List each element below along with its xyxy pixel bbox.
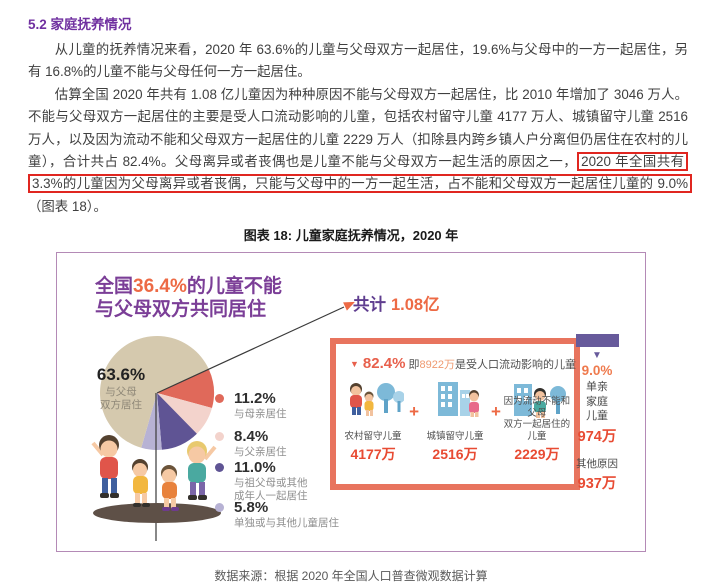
legend-dot-mother-icon xyxy=(215,394,224,404)
legend-pct: 8.4% xyxy=(234,428,269,446)
plus-icon: + xyxy=(491,402,501,422)
impact-groups-row: 农村留守儿童 4177万 + xyxy=(336,380,574,464)
legend-label: 与父亲居住 xyxy=(234,446,287,459)
single-parent-label: 单亲 家庭 儿童 xyxy=(586,381,608,423)
group-value: 2229万 xyxy=(514,446,560,463)
legend-pct: 5.8% xyxy=(234,499,269,517)
legend-item-mother: 11.2% 与母亲居住 xyxy=(215,390,287,421)
chart-headline: 全国36.4%的儿童不能 与父母双方共同居住 xyxy=(95,275,282,321)
total-unit: 亿 xyxy=(423,296,440,315)
pie-slice-label-both-parents: 63.6% 与父母 双方居住 xyxy=(85,365,157,412)
other-reason-value: 937万 xyxy=(577,475,617,492)
children-illustration xyxy=(91,435,221,524)
legend-dot-father-icon xyxy=(215,432,224,442)
impact-count: 8922万 xyxy=(419,359,455,372)
document-page: 5.2 家庭抚养情况 从儿童的抚养情况来看，2020 年 63.6%的儿童与父母… xyxy=(0,13,702,586)
group-migrant-children: 因为流动不能和父母 双方一起居住的儿童 2229万 xyxy=(501,380,573,464)
paragraph-2-text: 估算全国 2020 年共有 1.08 亿儿童因为种种原因不能与父母双方一起居住，… xyxy=(28,86,688,170)
group-label: 农村留守儿童 xyxy=(344,430,402,442)
paragraph-1: 从儿童的抚养情况来看，2020 年 63.6%的儿童与父母双方一起居住，19.6… xyxy=(28,39,688,84)
headline-percentage: 36.4% xyxy=(133,276,187,298)
total-value: 1.08 xyxy=(391,296,424,315)
group-value: 4177万 xyxy=(350,446,396,463)
group-label: 城镇留守儿童 xyxy=(426,430,484,442)
legend-pct: 11.0% xyxy=(234,459,276,477)
single-parent-column: ▼ 9.0% 单亲 家庭 儿童 974万 其他原因 937万 xyxy=(565,350,629,493)
down-triangle-purple-icon: ▼ xyxy=(592,350,602,362)
single-parent-percentage: 9.0% xyxy=(581,363,613,379)
pie-label-text: 与父母 双方居住 xyxy=(100,386,142,412)
impact-percentage: 82.4% xyxy=(362,355,406,373)
figure-18-infographic: 全国36.4%的儿童不能 与父母双方共同居住 共计 1.08亿 63.6% 与父母… xyxy=(56,252,646,553)
migrant-children-icon xyxy=(513,384,566,419)
other-reason-label: 其他原因 xyxy=(576,457,618,470)
legend-label: 与母亲居住 xyxy=(234,408,287,421)
legend-item-grandparents: 11.0% 与祖父母或其他 成年人一起居住 xyxy=(215,459,308,503)
group-label: 因为流动不能和父母 双方一起居住的儿童 xyxy=(503,396,571,442)
total-annotation: 共计 1.08亿 xyxy=(353,291,440,315)
headline-prefix: 全国 xyxy=(95,276,134,298)
section-heading: 5.2 家庭抚养情况 xyxy=(28,17,132,32)
pie-label-percentage: 63.6% xyxy=(96,365,146,385)
impact-tail-text: 是受人口流动影响的儿童 xyxy=(454,359,576,372)
legend-label: 单独或与其他儿童居住 xyxy=(234,517,339,530)
down-triangle-orange-icon: ▼ xyxy=(350,359,359,370)
group-urban-left-behind: 城镇留守儿童 2516万 xyxy=(419,380,491,464)
legend-label: 与祖父母或其他 成年人一起居住 xyxy=(234,477,308,503)
legend-pct: 11.2% xyxy=(234,390,276,408)
paragraph-1-text: 从儿童的抚养情况来看，2020 年 63.6%的儿童与父母双方一起居住，19.6… xyxy=(28,42,688,80)
legend-dot-grandparents-icon xyxy=(215,463,224,473)
data-source: 数据来源：根据 2020 年全国人口普查微观数据计算 xyxy=(214,569,488,584)
plus-icon: + xyxy=(409,402,419,422)
total-label: 共计 xyxy=(353,296,386,315)
group-value: 2516万 xyxy=(432,446,478,463)
chart-headline-line1: 全国36.4%的儿童不能 xyxy=(95,275,282,298)
red-highlight-annotation: 2020 年全国共有 3.3%的儿童因为父母离异或者丧偶，只能与父母中的一方一起… xyxy=(28,152,692,194)
single-parent-value: 974万 xyxy=(577,428,617,445)
figure-caption: 图表 18: 儿童家庭抚养情况，2020 年 xyxy=(243,228,459,244)
rural-children-icon xyxy=(350,383,405,417)
impact-mid-text: 即 xyxy=(408,359,420,372)
legend-item-alone: 5.8% 单独或与其他儿童居住 xyxy=(215,499,339,530)
paragraph-2: 估算全国 2020 年共有 1.08 亿儿童因为种种原因不能与父母双方一起居住，… xyxy=(28,84,692,218)
impact-header: ▼ 82.4% 即8922万是受人口流动影响的儿童 xyxy=(350,355,576,373)
migration-impact-panel: ▼ 82.4% 即8922万是受人口流动影响的儿童 农村留守儿童 xyxy=(330,338,580,491)
legend-item-father: 8.4% 与父亲居住 xyxy=(215,428,287,459)
headline-suffix: 的儿童不能 xyxy=(186,276,282,298)
legend-dot-alone-icon xyxy=(215,503,224,513)
group-rural-left-behind: 农村留守儿童 4177万 xyxy=(337,380,409,464)
urban-children-icon xyxy=(438,382,479,418)
chart-headline-line2: 与父母双方共同居住 xyxy=(95,299,267,321)
single-parent-bar-segment xyxy=(576,334,619,348)
paragraph-2-tail: （图表 18）。 xyxy=(28,198,107,214)
